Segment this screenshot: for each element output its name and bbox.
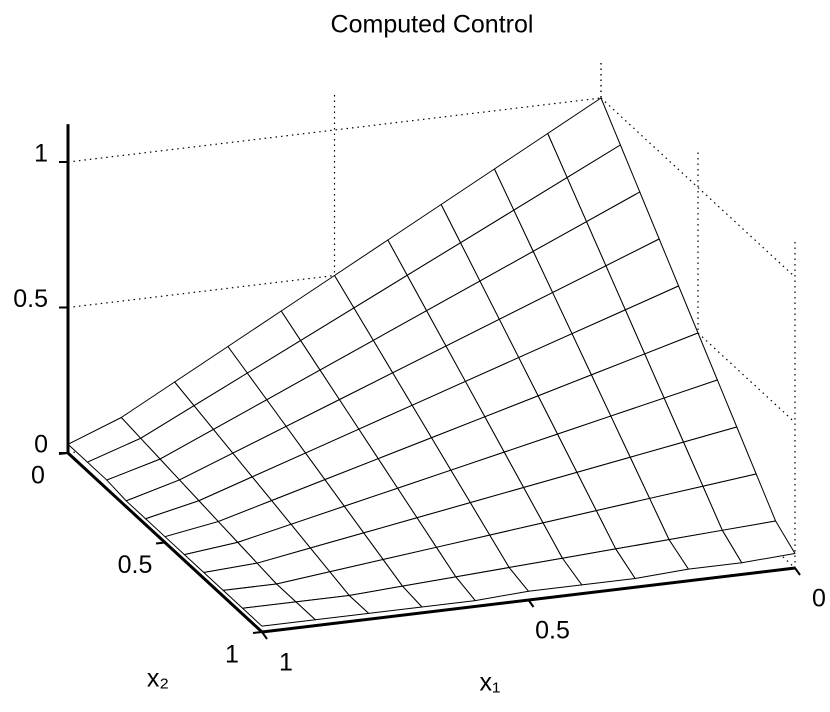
z-tick-label: 1: [34, 140, 48, 168]
z-tick-label: 0.5: [13, 285, 48, 313]
x-tick: [527, 599, 535, 608]
x-tick-label: 1: [279, 649, 293, 677]
y-tick-label: 1: [225, 641, 239, 669]
y-tick: [252, 631, 263, 634]
x-tick: [794, 567, 801, 576]
y-tick: [155, 541, 166, 545]
grid-line: [67, 97, 602, 163]
chart-title: Computed Control: [331, 11, 534, 39]
x-tick: [261, 631, 268, 640]
surface-cell: [242, 601, 316, 627]
y-tick-label: 0.5: [118, 551, 153, 579]
y-axis-label: x₂: [147, 665, 169, 693]
y-tick-label: 0: [31, 462, 45, 490]
z-tick-label: 0: [34, 431, 48, 459]
grid-line: [67, 242, 602, 309]
x-axis-label: x₁: [480, 669, 501, 697]
x-tick-label: 0: [812, 585, 826, 613]
y-tick: [58, 452, 69, 455]
x-tick-label: 0.5: [535, 617, 570, 645]
